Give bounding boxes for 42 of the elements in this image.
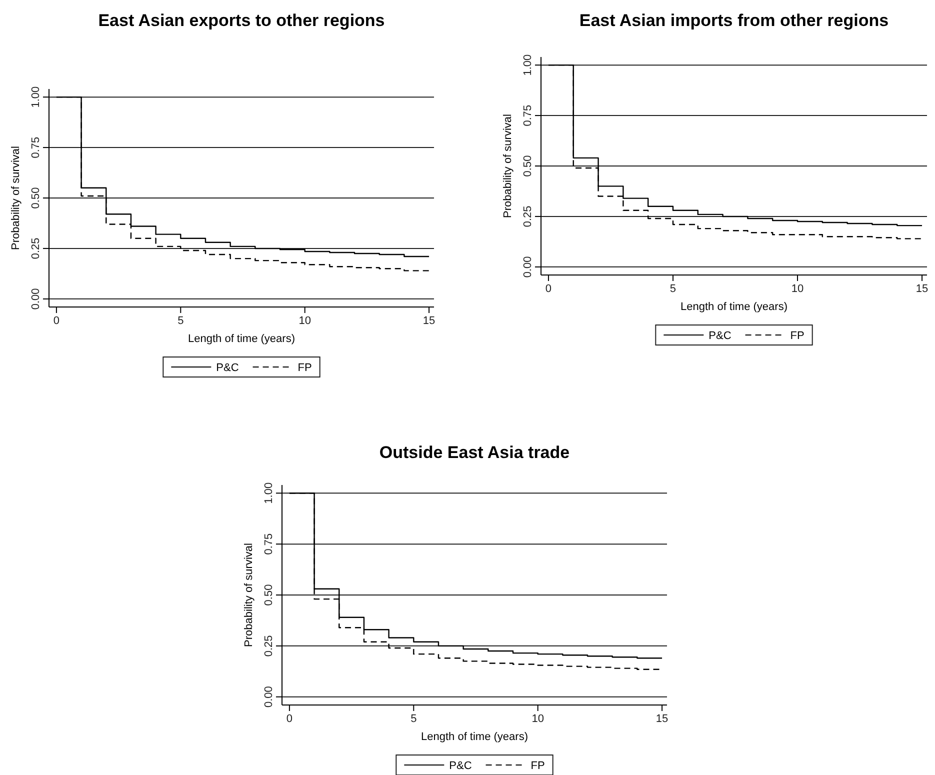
y-tick-label: 1.00 [263,482,275,504]
x-tick-label: 0 [286,712,293,725]
y-tick-label: 1.00 [30,86,42,108]
x-tick-label: 0 [545,282,552,295]
x-tick-label: 5 [178,314,184,327]
legend-label: P&C [449,760,472,772]
x-axis-title: Length of time (years) [421,731,528,743]
y-tick-label: 0.75 [263,533,275,555]
y-tick-label: 0.50 [522,155,534,177]
x-axis-title: Length of time (years) [188,333,295,345]
legend-label: FP [298,362,312,374]
y-axis-title: Probability of survival [502,114,514,218]
x-tick-label: 10 [791,282,804,295]
x-tick-label: 0 [53,314,60,327]
y-tick-label: 0.75 [30,136,42,158]
y-axis-title: Probability of survival [10,146,22,250]
x-axis-title: Length of time (years) [680,301,788,313]
chart-title: Outside East Asia trade [379,443,570,462]
x-tick-label: 10 [298,314,311,327]
y-tick-label: 0.75 [522,104,534,126]
y-tick-label: 0.00 [30,288,42,310]
y-axis-title: Probability of survival [243,543,255,647]
x-tick-label: 5 [670,282,676,295]
y-tick-label: 0.25 [522,206,534,228]
x-tick-label: 15 [422,314,436,327]
y-tick-label: 0.25 [263,635,275,657]
legend-label: P&C [216,362,239,374]
chart-title: East Asian imports from other regions [579,11,889,30]
x-tick-label: 10 [532,712,544,725]
legend-label: FP [530,760,545,772]
y-tick-label: 0.25 [30,238,42,260]
y-tick-label: 0.50 [30,187,42,209]
x-tick-label: 15 [916,282,928,295]
chart-title: East Asian exports to other regions [98,11,385,30]
y-tick-label: 1.00 [522,54,534,76]
x-tick-label: 15 [656,712,668,725]
legend-label: P&C [708,330,732,342]
legend-label: FP [790,330,804,342]
y-tick-label: 0.50 [263,584,275,606]
y-tick-label: 0.00 [263,686,275,708]
y-tick-label: 0.00 [522,256,534,278]
x-tick-label: 5 [410,712,417,725]
